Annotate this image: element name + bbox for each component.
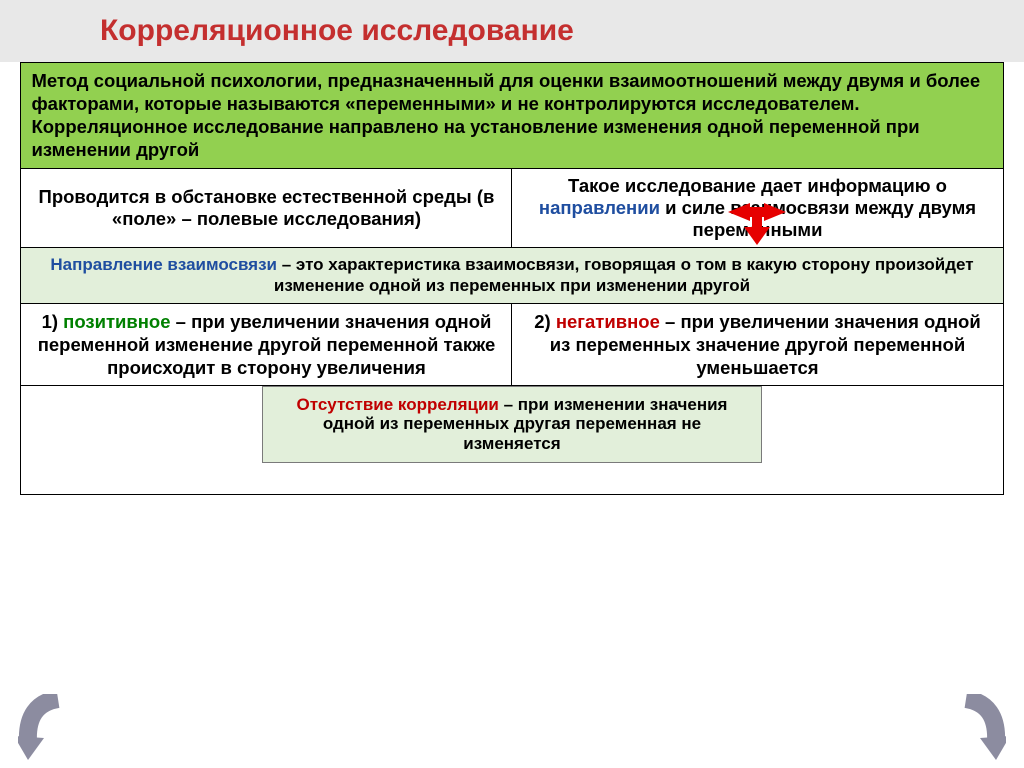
positive-keyword: позитивное xyxy=(63,311,170,332)
positive-cell: 1) позитивное – при увеличении значения … xyxy=(21,303,512,385)
bottom-row: Отсутствие корреляции – при изменении зн… xyxy=(21,385,1003,494)
negative-cell: 2) негативное – при увеличении значения … xyxy=(512,303,1003,385)
direction-keyword: Направление взаимосвязи xyxy=(50,255,277,274)
no-correlation-box: Отсутствие корреляции – при изменении зн… xyxy=(262,386,762,463)
row2-right-keyword: направлении xyxy=(539,197,660,218)
curved-arrow-right-icon xyxy=(936,694,1006,762)
row2-left-text: Проводится в обстановке естественной сре… xyxy=(39,186,495,229)
definition-cell: Метод социальной психологии, предназначе… xyxy=(21,63,1003,169)
negative-keyword: негативное xyxy=(556,311,660,332)
negative-num: 2) xyxy=(534,311,556,332)
row2-right-suffix: и силе взаимосвязи между двумя переменны… xyxy=(660,197,976,240)
direction-text: – это характеристика взаимосвязи, говоря… xyxy=(274,255,974,295)
content-table: Метод социальной психологии, предназначе… xyxy=(20,62,1003,495)
positive-num: 1) xyxy=(42,311,64,332)
row2-left-cell: Проводится в обстановке естественной сре… xyxy=(21,168,512,248)
bottom-wrap: Отсутствие корреляции – при изменении зн… xyxy=(21,386,1002,494)
no-correlation-keyword: Отсутствие корреляции xyxy=(297,395,499,414)
slide-title: Корреляционное исследование xyxy=(100,14,574,48)
header-band: Корреляционное исследование xyxy=(0,0,1024,62)
row2-right-prefix: Такое исследование дает информацию о xyxy=(568,175,947,196)
row2-right-cell: Такое исследование дает информацию о нап… xyxy=(512,168,1003,248)
curved-arrow-left-icon xyxy=(18,694,88,762)
direction-row: Направление взаимосвязи – это характерис… xyxy=(21,248,1003,304)
